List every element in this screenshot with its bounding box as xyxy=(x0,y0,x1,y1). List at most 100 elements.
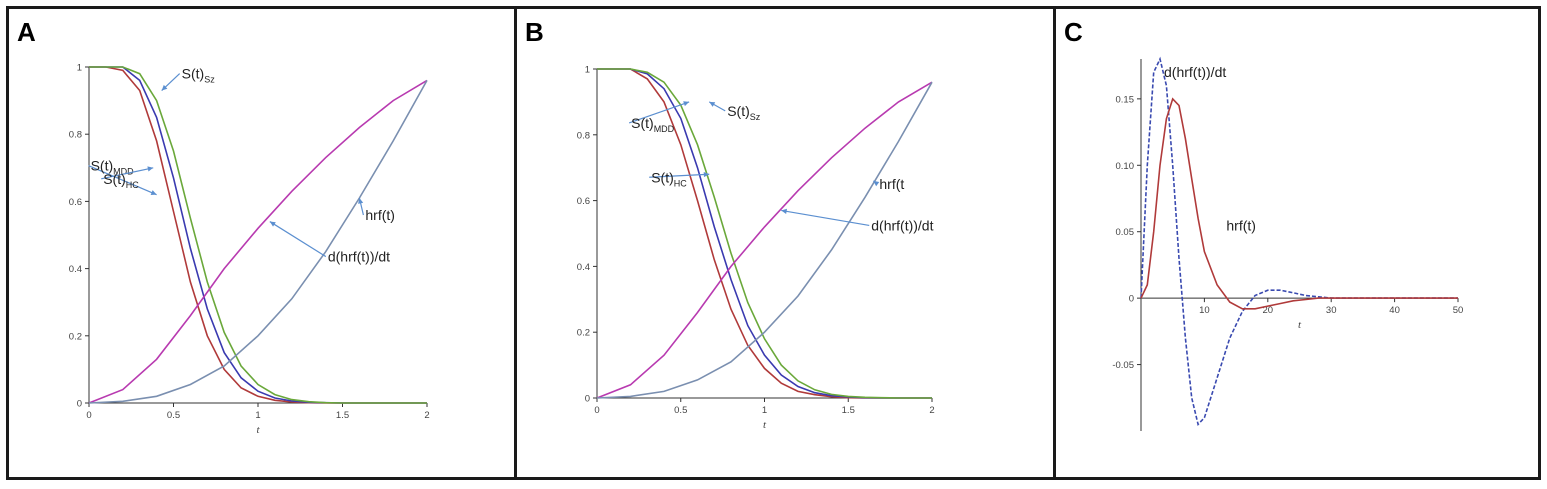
y-tick-label: 0 xyxy=(585,394,590,405)
annotation-label: S(t)Sz xyxy=(727,103,761,122)
annotation-arrowhead xyxy=(269,221,276,227)
panel-letter-a: A xyxy=(17,17,36,47)
panel-letter-c: C xyxy=(1064,17,1083,47)
chart-b: 0 0.5 1 1.5 200.20.40.60.81tS(t)SzS(t)MDDS(t… xyxy=(577,65,935,432)
annotation-arrow xyxy=(781,209,870,227)
annotation-arrowhead xyxy=(161,84,168,91)
series-line-hrf xyxy=(596,81,933,399)
series-line-dhrf xyxy=(596,81,933,399)
annotation-arrow xyxy=(269,221,327,258)
annotation-arrowhead xyxy=(709,101,716,107)
x-tick-label: 1.5 xyxy=(336,410,349,421)
y-tick-label: 0.05 xyxy=(1116,227,1135,238)
y-tick-label: 0.10 xyxy=(1116,161,1135,172)
annotation-label: S(t)MDD xyxy=(631,115,675,134)
annotation-arrowhead xyxy=(703,171,710,178)
y-tick-label: 0.4 xyxy=(577,262,590,273)
y-tick-label: 0.8 xyxy=(69,130,82,141)
series-line-hc xyxy=(89,66,427,404)
annotation-subscript: HC xyxy=(126,180,139,190)
y-tick-label: 0 xyxy=(77,399,82,410)
annotation-main: S(t) xyxy=(631,115,654,131)
series-line-hrf xyxy=(1140,97,1458,310)
annotation-subscript: MDD xyxy=(654,124,675,134)
series-line-hrf xyxy=(88,80,428,404)
series-line-sz xyxy=(89,66,427,404)
x-tick-label: 20 xyxy=(1263,305,1274,316)
panel-b: B 0 0.5 1 1.5 2 0 0.2 0.4 0.6 0.8 1 t S(t)Sz S(t)MDD S… xyxy=(514,6,1056,480)
x-axis-label: t xyxy=(763,419,767,431)
series-line-sz xyxy=(597,68,932,399)
y-tick-label: 0.4 xyxy=(69,264,82,275)
annotation-arrowhead xyxy=(150,190,157,195)
x-tick-label: 0.5 xyxy=(167,410,180,421)
annotation-label: hrf(t xyxy=(879,176,904,192)
x-tick-label: 1 xyxy=(255,410,260,421)
annotation-label: S(t)HC xyxy=(103,171,139,190)
y-tick-label: 0.6 xyxy=(577,196,590,207)
series-line-dhrf xyxy=(1140,56,1458,427)
annotation-arrowhead xyxy=(683,101,690,107)
y-tick-label: 1 xyxy=(585,65,590,76)
x-tick-label: 10 xyxy=(1199,305,1210,316)
annotation-subscript: MDD xyxy=(113,167,134,177)
annotation-subscript: Sz xyxy=(750,112,761,122)
annotation-arrow xyxy=(628,101,690,124)
annotation-main: d(hrf(t))/dt xyxy=(328,249,390,265)
panel-letter-b: B xyxy=(525,17,544,47)
y-tick-label: -0.05 xyxy=(1112,360,1134,371)
x-tick-label: 1.5 xyxy=(842,405,855,416)
x-tick-label: 0 xyxy=(594,405,599,416)
x-tick-label: 30 xyxy=(1326,305,1337,316)
y-tick-label: 0.8 xyxy=(577,130,590,141)
annotation-arrowhead xyxy=(873,180,880,187)
y-tick-label: 0.2 xyxy=(577,328,590,339)
x-tick-label: 40 xyxy=(1389,305,1400,316)
y-tick-label: 0.15 xyxy=(1116,94,1135,105)
annotation-label: S(t)MDD xyxy=(91,158,135,177)
annotation-label: d(hrf(t))/dt xyxy=(871,217,933,233)
annotation-main: hrf(t) xyxy=(1226,218,1256,234)
annotation-arrowhead xyxy=(781,208,788,214)
annotation-main: d(hrf(t))/dt xyxy=(1164,64,1226,80)
annotation-label: d(hrf(t))/dt xyxy=(328,249,390,265)
chart-a: 0 0.5 1 1.5 200.20.40.60.81tS(t)SzS(t)MDDS(t… xyxy=(69,63,430,437)
y-tick-label: 0 xyxy=(1129,294,1134,305)
annotation-arrowhead xyxy=(358,198,364,204)
annotation-subscript: HC xyxy=(674,178,687,188)
x-tick-label: 2 xyxy=(929,405,934,416)
x-tick-label: 50 xyxy=(1453,305,1464,316)
x-axis-label: t xyxy=(256,424,260,436)
y-tick-label: 0.6 xyxy=(69,197,82,208)
annotation-label: hrf(t) xyxy=(365,207,395,223)
annotation-label: hrf(t) xyxy=(1226,218,1256,234)
chart-c: 10 20 30 40 50 -0.05 0 0.05 0.10 0.15 t d(hrf(t))/d… xyxy=(1112,56,1464,431)
annotation-main: S(t) xyxy=(651,169,674,185)
x-tick-label: 0.5 xyxy=(674,405,687,416)
annotation-main: S(t) xyxy=(91,158,114,174)
x-axis-label: t xyxy=(1298,319,1302,331)
y-tick-label: 1 xyxy=(77,63,82,74)
panel-a: A 0 0.5 1 1.5 2 0 0.2 0.4 0.6 0.8 1 t S(t)Sz S(t)MDD S… xyxy=(6,6,517,480)
annotation-label: S(t)HC xyxy=(651,169,687,188)
x-tick-label: 2 xyxy=(424,410,429,421)
x-tick-label: 1 xyxy=(762,405,767,416)
y-tick-label: 0.2 xyxy=(69,331,82,342)
annotation-main: d(hrf(t))/dt xyxy=(871,217,933,233)
panel-c: C 10 20 30 40 50 -0.05 0 0.05 0.10 0.15 t d(hrf(t))… xyxy=(1053,6,1541,480)
annotation-arrow xyxy=(101,167,154,180)
x-tick-label: 0 xyxy=(86,410,91,421)
annotation-subscript: Sz xyxy=(204,75,215,85)
annotation-main: S(t) xyxy=(103,171,126,187)
annotation-label: d(hrf(t))/dt xyxy=(1164,64,1226,80)
annotation-label: S(t)Sz xyxy=(182,66,216,85)
annotation-arrow xyxy=(649,173,710,178)
annotation-arrow xyxy=(88,165,157,196)
annotation-main: S(t) xyxy=(727,103,750,119)
annotation-main: hrf(t xyxy=(879,176,904,192)
annotation-arrowhead xyxy=(147,166,154,172)
annotation-main: hrf(t) xyxy=(365,207,395,223)
series-line-dhrf xyxy=(88,79,428,404)
series-line-mdd xyxy=(89,66,427,404)
